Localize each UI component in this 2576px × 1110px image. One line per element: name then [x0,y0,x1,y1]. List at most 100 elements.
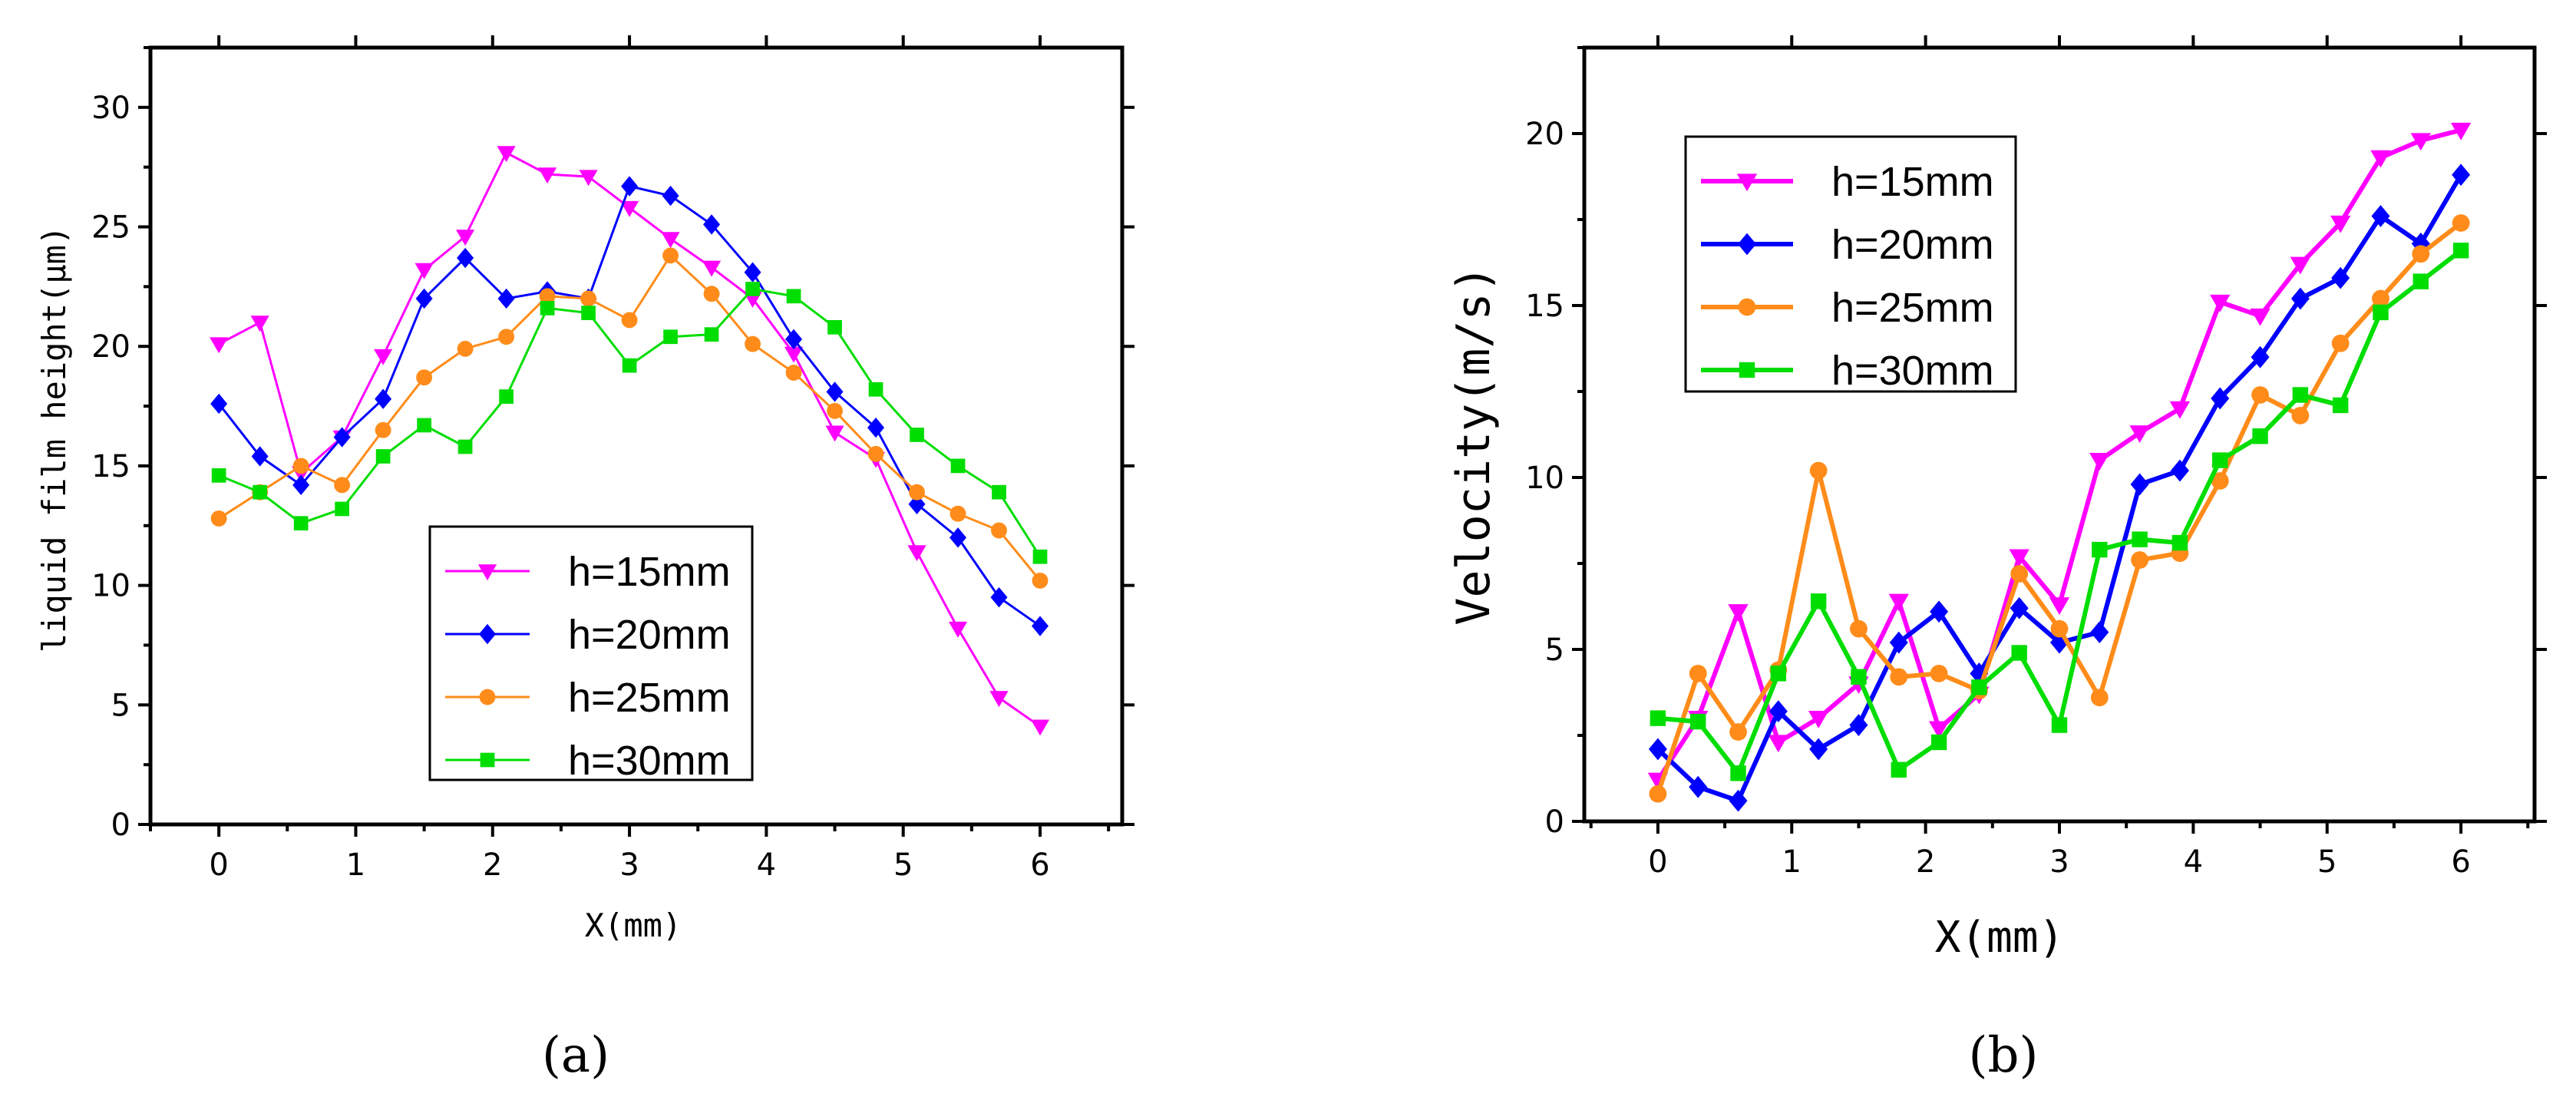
y-tick-label: 5 [1545,633,1564,668]
data-point [785,329,803,350]
data-point [621,312,638,329]
legend-label: h=30mm [1831,348,1994,394]
legend-marker [1738,298,1756,316]
data-point [1769,700,1788,723]
data-point [702,260,722,277]
data-point [2372,289,2389,308]
x-tick-label: 0 [1648,844,1667,880]
data-point [1930,664,1948,682]
data-point [2129,425,2150,443]
legend-marker [1739,362,1755,378]
data-point [785,365,802,381]
series-lines-a [210,146,1050,736]
data-point [210,393,228,415]
y-tick-label: 0 [1545,804,1564,840]
data-point [292,458,309,474]
data-point [1689,664,1707,682]
data-point [1971,679,1987,695]
data-point [1850,619,1868,638]
data-point [949,505,966,522]
data-point [539,288,556,305]
data-point [622,358,637,373]
data-point [1729,789,1748,812]
data-point [497,146,516,163]
data-point [907,545,926,562]
data-point [375,449,391,464]
data-point [2132,531,2148,547]
data-point [211,468,226,483]
data-point [2290,256,2311,275]
data-point [663,329,678,345]
data-point [1730,765,1746,781]
data-point [2050,619,2069,638]
legend-a: h=15mm h=20mm h=25mm h=30mm [428,525,754,784]
data-point [335,501,349,517]
x-tick-label: 1 [1782,844,1802,880]
data-point [2169,401,2191,419]
legend-label: h=15mm [1831,159,1994,205]
data-point [703,286,720,302]
legend-b: h=15mm h=20mm h=25mm h=30mm [1684,135,2017,394]
data-point [253,484,267,500]
x-tick-label: 3 [2049,844,2069,880]
data-point [704,327,719,342]
data-point [1689,775,1708,798]
x-tick-label: 4 [2184,844,2203,880]
legend-label: h=20mm [1831,222,1994,268]
data-point [991,522,1007,539]
data-point [1768,735,1789,753]
data-point [457,439,473,454]
axis-ticks-b: 0 1 2 3 4 5 6 0 5 10 15 20 [1525,35,2547,880]
data-point [2412,245,2430,263]
data-point [2332,397,2349,414]
data-point [825,425,844,442]
x-tick-label: 2 [1916,844,1935,880]
legend-marker [477,564,497,581]
data-point [2373,304,2389,321]
data-point [374,349,393,365]
x-tick-label: 2 [483,847,502,883]
data-point [1809,461,1828,480]
legend-marker [479,689,496,705]
data-point [1891,761,1907,778]
data-point [703,214,721,235]
data-point [908,494,926,514]
x-axis-label-b: X(mm) [1935,913,2065,963]
data-point [662,247,679,264]
data-point [992,484,1006,500]
data-point [415,288,433,309]
legend-marker [479,623,496,645]
legend-label: h=20mm [568,612,731,658]
data-point [2251,345,2270,368]
data-point [1030,719,1050,736]
legend-marker [480,752,495,768]
legend-label: h=30mm [568,738,731,784]
data-point [1690,713,1706,730]
data-point [497,288,515,309]
data-point [1032,616,1049,636]
data-point [581,306,596,320]
data-point [333,427,351,448]
data-point [989,691,1009,708]
data-point [826,382,844,402]
axis-ticks-a: 0 1 2 3 4 5 6 0 5 10 15 20 25 30 [91,35,1134,883]
data-point [1728,604,1749,622]
panel-label-b: (b) [1969,1027,2039,1084]
data-point [1729,723,1747,741]
data-point [2170,459,2189,482]
data-point [2452,164,2471,187]
data-point [1649,785,1667,803]
series-line-h=30mm [218,287,1042,558]
legend-marker [1736,173,1758,192]
data-point [2452,214,2470,232]
data-point [457,247,474,269]
data-point [417,418,431,433]
data-point [2010,596,2029,619]
data-point [1648,738,1667,761]
data-point [2009,549,2029,567]
data-point [2051,717,2068,733]
data-point [2290,287,2310,310]
panel-label-a: (a) [542,1027,609,1084]
y-tick-label: 15 [91,449,130,484]
